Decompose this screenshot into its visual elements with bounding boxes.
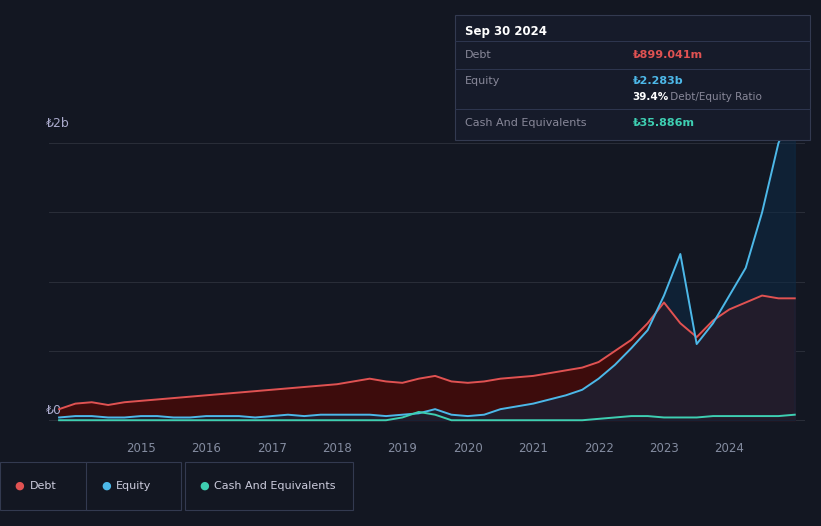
Text: Debt: Debt [465,50,492,60]
Text: Sep 30 2024: Sep 30 2024 [465,25,547,38]
Text: Debt/Equity Ratio: Debt/Equity Ratio [667,92,762,102]
Text: Equity: Equity [465,76,500,86]
Text: ●: ● [200,481,209,491]
Text: ₺2b: ₺2b [45,117,69,130]
Text: ₺0: ₺0 [45,404,62,417]
Text: ₺899.041m: ₺899.041m [632,50,703,60]
Text: Cash And Equivalents: Cash And Equivalents [465,118,586,128]
Text: Equity: Equity [116,481,151,491]
Text: 39.4%: 39.4% [632,92,669,102]
Text: Cash And Equivalents: Cash And Equivalents [214,481,336,491]
Text: ●: ● [15,481,25,491]
Text: ●: ● [101,481,111,491]
Text: ₺35.886m: ₺35.886m [632,118,695,128]
Text: Debt: Debt [30,481,57,491]
Text: ₺2.283b: ₺2.283b [632,76,683,86]
